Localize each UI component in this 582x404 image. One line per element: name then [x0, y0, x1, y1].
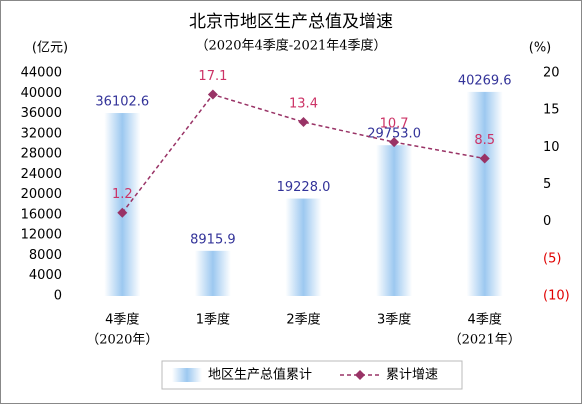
y-tick-label: 12000 [21, 228, 62, 243]
y-tick-label: 4000 [29, 268, 62, 283]
bar-value-label: 40269.6 [458, 73, 512, 88]
y2-tick-label: 0 [543, 214, 551, 229]
y-tick-label: 40000 [21, 86, 62, 101]
line-value-label: 13.4 [289, 97, 318, 112]
x-tick-label: 4季度 [105, 312, 139, 328]
x-tick-sublabel: （2021年） [449, 333, 521, 348]
x-tick-label: 2季度 [286, 312, 320, 328]
y-tick-label: 44000 [21, 66, 62, 81]
y-tick-label: 20000 [21, 187, 62, 202]
y2-tick-label: (10) [543, 289, 570, 304]
line-marker [117, 207, 128, 218]
y2-tick-label: (5) [543, 251, 561, 266]
chart-subtitle: （2020年4季度-2021年4季度） [195, 38, 386, 54]
y2-axis-label: (%) [529, 41, 552, 56]
line-marker [207, 89, 218, 100]
bar-value-label: 19228.0 [277, 180, 331, 195]
bar-value-label: 29753.0 [367, 127, 421, 142]
x-tick-sublabel: （2020年） [86, 333, 158, 348]
y-tick-label: 36000 [21, 106, 62, 121]
line-value-label: 1.2 [112, 187, 133, 202]
legend-label: 累计增速 [386, 368, 438, 383]
legend-swatch [172, 368, 202, 382]
y-tick-label: 32000 [21, 126, 62, 141]
legend-box [161, 360, 463, 390]
line-marker [479, 153, 490, 164]
bar [104, 113, 141, 297]
y2-tick-label: 20 [543, 66, 560, 81]
legend-marker [355, 370, 365, 380]
bar [466, 91, 503, 297]
bar [285, 198, 322, 296]
bar [376, 145, 413, 296]
y-tick-label: 24000 [21, 167, 62, 182]
x-tick-label: 4季度 [468, 312, 502, 328]
y-tick-label: 0 [54, 289, 62, 304]
line-marker [389, 137, 400, 148]
y-axis-label: (亿元) [32, 41, 68, 56]
bar [194, 250, 231, 296]
y-tick-label: 28000 [21, 147, 62, 162]
y2-tick-label: 15 [543, 103, 560, 118]
line-value-label: 10.7 [380, 117, 409, 132]
y-tick-label: 8000 [29, 248, 62, 263]
line [121, 93, 485, 214]
x-tick-label: 3季度 [377, 312, 411, 328]
x-tick-label: 1季度 [196, 312, 230, 328]
y-tick-label: 16000 [21, 207, 62, 222]
legend-label: 地区生产总值累计 [208, 367, 312, 383]
chart-title: 北京市地区生产总值及增速 [189, 12, 393, 32]
y2-tick-label: 5 [543, 177, 551, 192]
bar-value-label: 36102.6 [95, 95, 149, 110]
bar-value-label: 8915.9 [190, 232, 236, 247]
y2-tick-label: 10 [543, 140, 560, 155]
line-value-label: 17.1 [198, 69, 227, 84]
line-marker [298, 117, 309, 128]
line-value-label: 8.5 [474, 133, 495, 148]
